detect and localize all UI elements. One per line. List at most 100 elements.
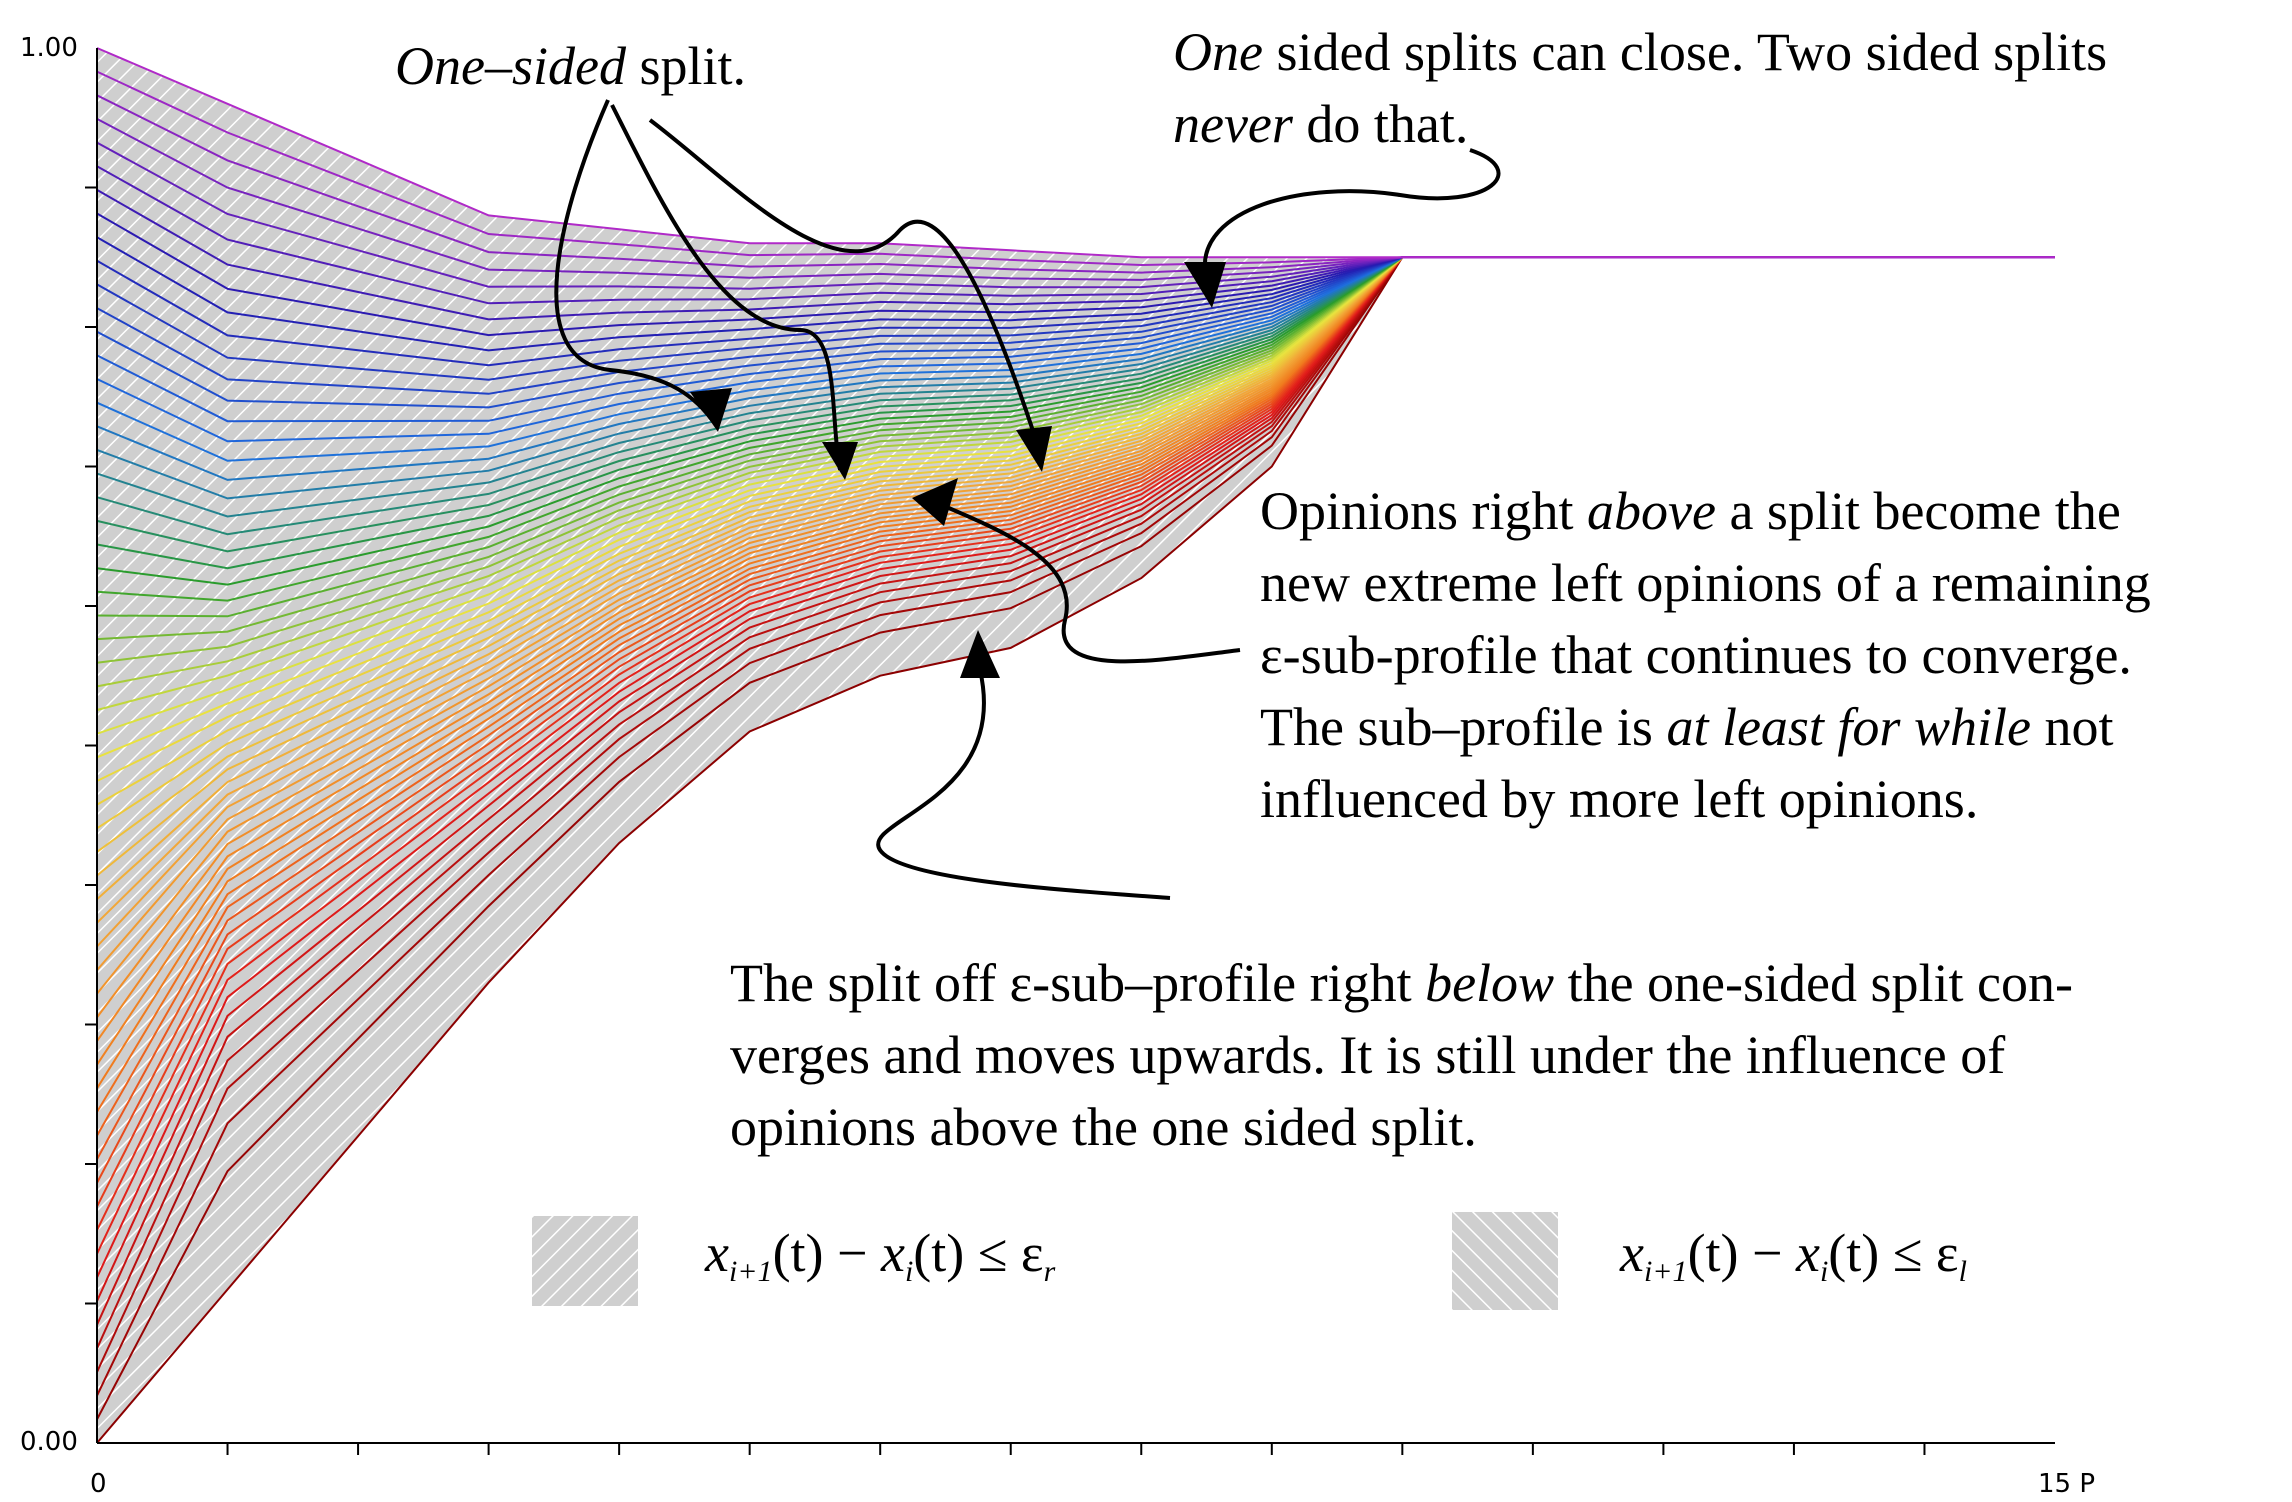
opinion-line-33 [96,256,2055,664]
split-off-l1-italic: below [1425,953,1555,1013]
opinion-trajectories [96,47,2055,1444]
can-close-italic-1: One [1173,22,1263,82]
opinion-line-40 [96,256,2055,536]
annotation-one-sided-italic: One–sided [395,36,626,96]
can-close-rest-1: sided splits can close. Two sided splits [1262,22,2108,82]
axes: 1.00 0.00 0 15 P [20,33,2095,1499]
legend-formula-right: xi+1(t) − xi(t) ≤ εr [705,1223,1056,1288]
opinion-line-32 [96,256,2055,688]
opinion-line-29 [96,256,2055,759]
opinion-line-52 [96,212,2055,337]
arrow-one-sided-1 [554,99,714,422]
opinion-line-35 [96,256,2055,618]
opinion-line-43 [96,256,2055,481]
arrowhead-4 [1184,262,1226,308]
arrowhead-2 [822,442,858,480]
arrow-can-close [1202,148,1501,271]
arrowhead-1 [690,388,732,432]
opinion-line-48 [96,256,2055,395]
annotation-arrows [554,99,1501,900]
opinions-above-l5: influenced by more left opinions. [1260,769,1979,829]
opinions-above-l4-pre: The sub–profile is [1260,697,1667,757]
opinion-line-49 [96,256,2055,381]
opinion-line-7 [96,256,2055,1278]
annotation-can-close: One sided splits can close. Two sided sp… [1173,16,2107,160]
opinion-line-17 [96,256,2055,1042]
legend-swatch-left [1452,1212,1558,1310]
opinion-line-5 [96,256,2055,1326]
annotation-one-sided-split: One–sided split. [395,30,746,102]
split-off-l2: verges and moves upwards. It is still un… [730,1025,2006,1085]
opinion-line-20 [96,256,2055,971]
opinion-line-45 [96,256,2055,443]
arrow-split-off [876,669,1171,900]
opinion-line-39 [96,256,2055,553]
arrowhead-3 [1016,426,1052,472]
opinion-line-3 [96,256,2055,1373]
opinion-line-57 [96,94,2055,274]
hatched-region [97,48,2055,1443]
opinion-line-34 [96,256,2055,641]
split-off-l3: opinions above the one sided split. [730,1097,1477,1157]
opinion-line-26 [96,256,2055,830]
opinion-line-25 [96,256,2055,853]
arrowhead-6 [960,630,1000,678]
y-tick-label-top: 1.00 [20,33,78,63]
opinion-line-58 [96,70,2055,267]
y-tick-label-bottom: 0.00 [20,1427,78,1457]
can-close-rest-2: do that. [1292,94,1469,154]
opinion-line-30 [96,256,2055,735]
opinion-line-21 [96,256,2055,948]
opinion-line-27 [96,256,2055,806]
x-tick-label-start: 0 [90,1469,107,1499]
can-close-italic-2: never [1173,94,1293,154]
legend-formula-left: xi+1(t) − xi(t) ≤ εl [1620,1223,1967,1288]
opinion-line-18 [96,256,2055,1019]
opinion-line-8 [96,256,2055,1255]
opinion-line-15 [96,256,2055,1089]
opinions-above-l1-post: a split become the [1715,481,2121,541]
opinion-line-28 [96,256,2055,782]
annotation-split-off: The split off ε-sub–profile right below … [730,947,2073,1163]
arrow-heads [690,262,1226,678]
legend-swatch-right [532,1216,638,1306]
split-off-l1-pre: The split off ε-sub–profile right [730,953,1426,1013]
arrow-opinions-above [929,498,1241,664]
y-ticks [85,186,97,1305]
opinion-line-24 [96,256,2055,877]
arrow-one-sided-2 [610,104,842,471]
opinion-line-14 [96,256,2055,1113]
opinion-line-16 [96,256,2055,1066]
opinion-line-6 [96,256,2055,1302]
opinion-line-11 [96,256,2055,1184]
opinion-line-2 [96,256,2055,1397]
opinion-line-23 [96,256,2055,900]
x-tick-label-end: 15 P [2038,1469,2095,1499]
opinion-line-4 [96,256,2055,1349]
opinions-above-l1-pre: Opinions right [1260,481,1588,541]
opinions-above-l4-post: not [2030,697,2114,757]
opinion-line-51 [96,236,2055,352]
opinion-line-38 [96,256,2055,570]
opinion-line-41 [96,256,2055,518]
split-off-l1-post: the one-sided split con- [1554,953,2073,1013]
opinion-line-55 [96,141,2055,290]
opinion-line-9 [96,256,2055,1231]
opinions-above-l1-italic: above [1587,481,1716,541]
opinions-above-l4-italic: at least for while [1666,697,2031,757]
arrow-one-sided-3 [648,118,1038,441]
opinion-line-13 [96,256,2055,1137]
arrowhead-5 [912,478,958,526]
opinion-line-22 [96,256,2055,924]
x-ticks [226,1443,1926,1455]
opinion-line-0 [96,256,2055,1444]
opinion-line-37 [96,256,2055,586]
opinion-line-56 [96,118,2055,281]
opinion-line-31 [96,256,2055,711]
opinions-above-l3: ε-sub-profile that continues to converge… [1260,625,2132,685]
annotation-one-sided-rest: split. [625,36,746,96]
opinion-line-46 [96,256,2055,423]
opinion-line-54 [96,165,2055,305]
opinion-line-36 [96,256,2055,602]
